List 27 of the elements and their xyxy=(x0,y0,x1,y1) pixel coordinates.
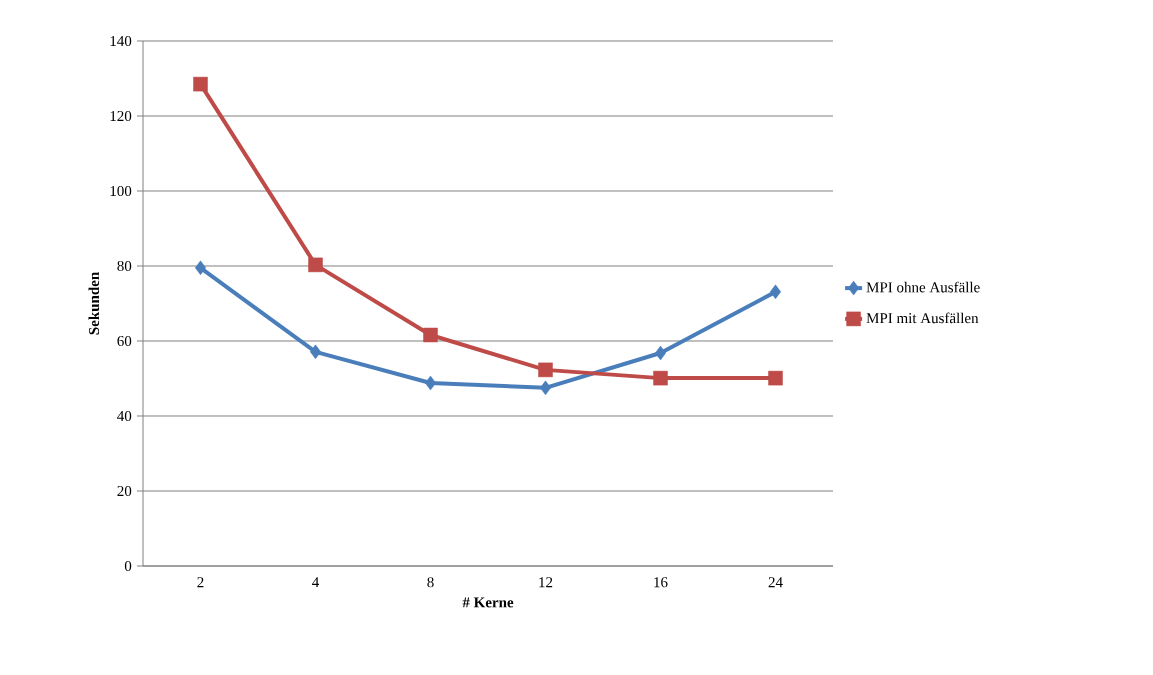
x-tick-label: 12 xyxy=(539,577,553,588)
x-axis-title: # Kerne xyxy=(462,597,514,608)
y-tick-label: 60 xyxy=(117,335,132,347)
point xyxy=(540,380,552,396)
point xyxy=(423,327,438,343)
y-tick-label: 100 xyxy=(110,185,132,197)
y-tick-label: 120 xyxy=(110,110,132,122)
x-tick-label: 8 xyxy=(427,577,434,588)
legend-label: MPI mit Ausfällen xyxy=(866,312,979,324)
point xyxy=(770,284,782,300)
y-axis-title: Sekunden xyxy=(88,272,100,335)
x-tick-label: 16 xyxy=(654,577,668,588)
y-tick-label: 80 xyxy=(117,260,132,272)
point xyxy=(538,362,553,378)
y-tick-label: 40 xyxy=(117,410,132,422)
y-tick-label: 20 xyxy=(117,485,132,497)
point xyxy=(653,370,668,386)
y-tick-label: 140 xyxy=(110,35,132,47)
point xyxy=(308,257,323,273)
point xyxy=(768,370,783,386)
legend-label: MPI ohne Ausfälle xyxy=(866,281,980,293)
point xyxy=(193,76,208,92)
point xyxy=(655,345,667,361)
x-tick-label: 4 xyxy=(312,577,320,588)
x-tick-label: 24 xyxy=(768,577,783,588)
x-tick-label: 2 xyxy=(197,577,204,588)
y-tick-label: 0 xyxy=(124,560,132,572)
